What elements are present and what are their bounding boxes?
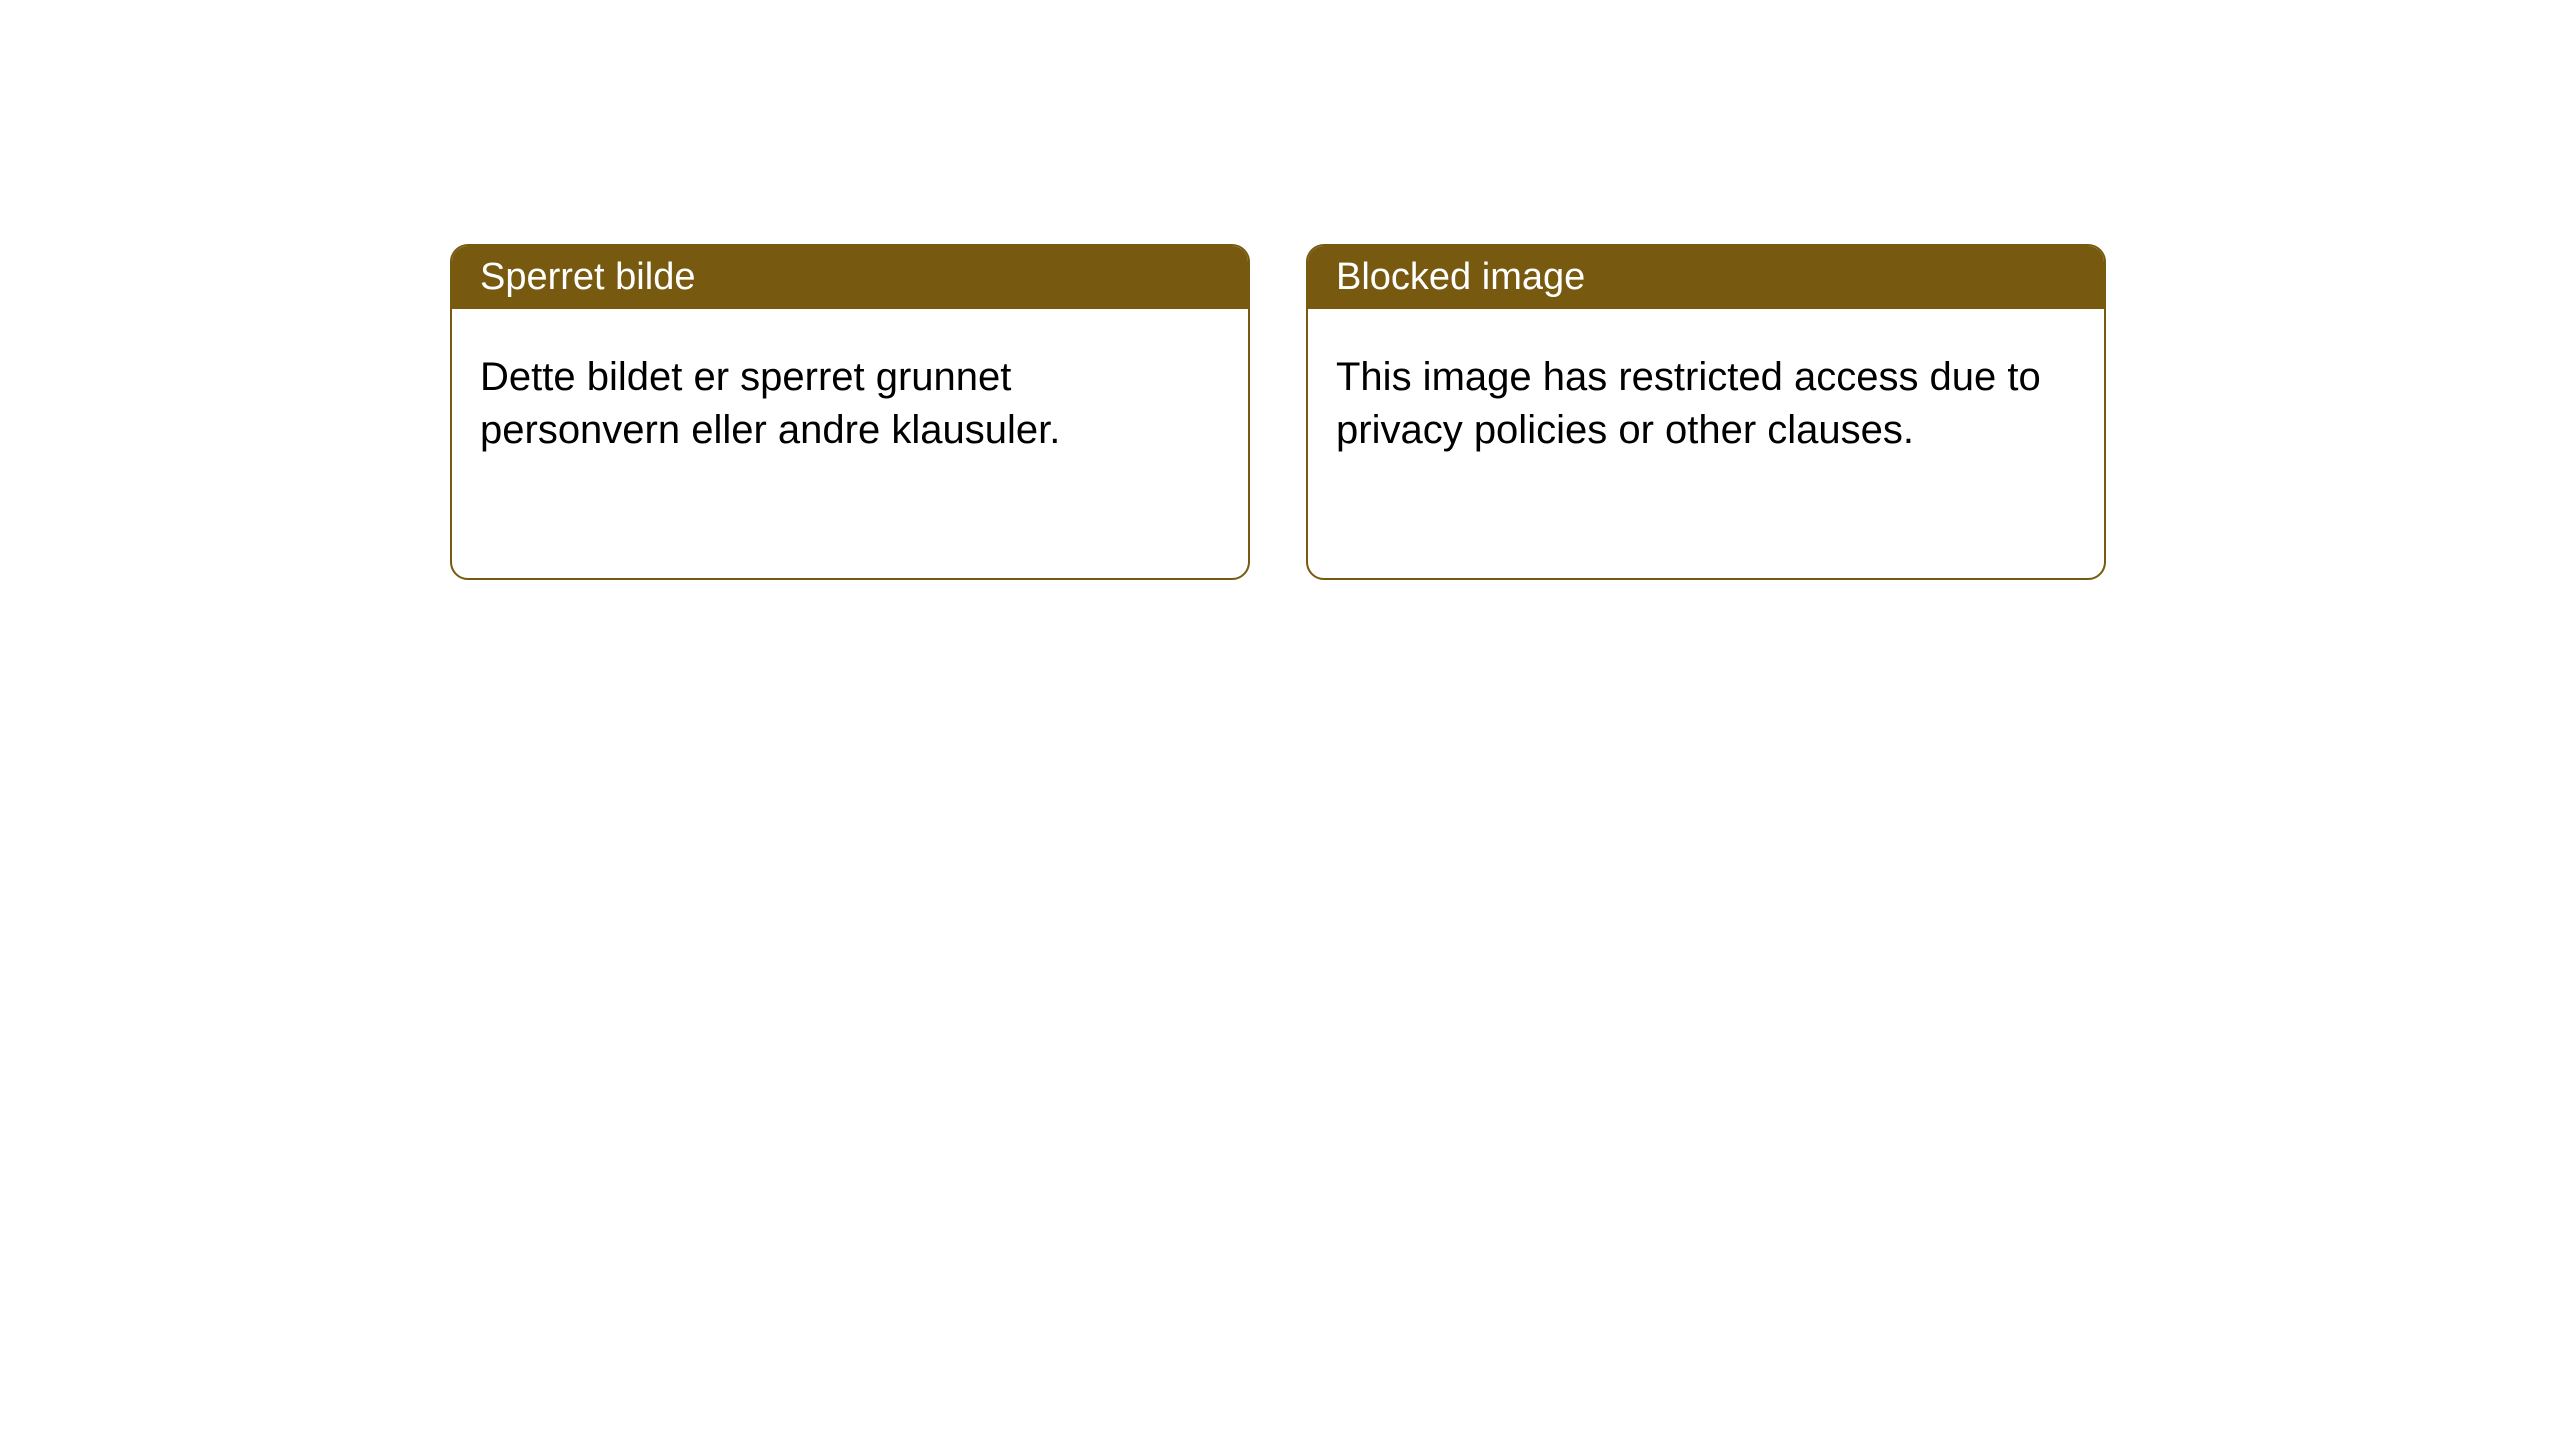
card-title: Sperret bilde [480, 256, 695, 298]
card-body: This image has restricted access due to … [1308, 309, 2104, 499]
card-message: This image has restricted access due to … [1336, 355, 2041, 452]
card-header: Blocked image [1308, 246, 2104, 309]
notice-card-norwegian: Sperret bilde Dette bildet er sperret gr… [450, 244, 1250, 580]
notice-container: Sperret bilde Dette bildet er sperret gr… [0, 0, 2560, 580]
card-message: Dette bildet er sperret grunnet personve… [480, 355, 1060, 452]
card-title: Blocked image [1336, 256, 1585, 298]
card-body: Dette bildet er sperret grunnet personve… [452, 309, 1248, 499]
card-header: Sperret bilde [452, 246, 1248, 309]
notice-card-english: Blocked image This image has restricted … [1306, 244, 2106, 580]
